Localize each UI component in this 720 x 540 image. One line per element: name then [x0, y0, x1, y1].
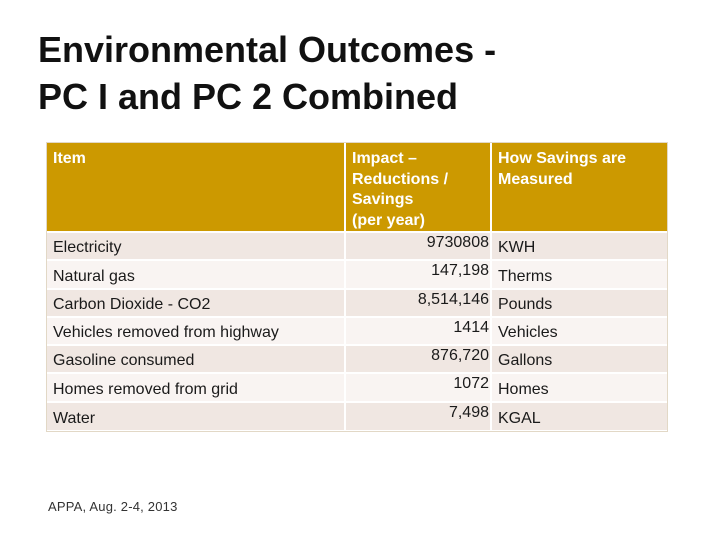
- row-unit: KWH: [491, 230, 667, 261]
- row-unit: KGAL: [491, 400, 667, 431]
- header-measured: How Savings are Measured: [491, 143, 667, 232]
- header-item-label: Item: [53, 150, 86, 167]
- row-item: Vehicles removed from highway: [47, 315, 346, 346]
- row-unit: Gallons: [491, 344, 667, 374]
- row-item: Water: [47, 400, 346, 431]
- row-item: Gasoline consumed: [47, 344, 346, 374]
- outcomes-table: Item Impact – Reductions / Savings (per …: [47, 143, 667, 431]
- table-header-row: Item Impact – Reductions / Savings (per …: [47, 143, 667, 232]
- header-item: Item: [47, 143, 346, 232]
- row-item: Electricity: [47, 230, 346, 261]
- row-impact: 876,720: [345, 344, 492, 374]
- title-line-1: Environmental Outcomes -: [38, 29, 497, 70]
- row-unit: Homes: [491, 372, 667, 402]
- header-impact: Impact – Reductions / Savings (per year): [345, 143, 492, 232]
- outcomes-table-container: Item Impact – Reductions / Savings (per …: [46, 142, 668, 432]
- row-impact: 7,498: [345, 400, 492, 431]
- slide-footer: APPA, Aug. 2-4, 2013: [48, 499, 178, 514]
- table-row: Homes removed from grid 1072 Homes: [47, 372, 667, 402]
- header-impact-line-2: Reductions /: [352, 170, 449, 188]
- header-impact-line-3: Savings: [352, 191, 414, 208]
- row-unit: Therms: [491, 259, 667, 289]
- row-impact: 1072: [345, 372, 492, 402]
- row-unit: Pounds: [491, 287, 667, 317]
- row-impact: 9730808: [345, 230, 492, 261]
- table-row: Electricity 9730808 KWH: [47, 230, 667, 261]
- row-item: Homes removed from grid: [47, 372, 346, 402]
- row-unit: Vehicles: [491, 315, 667, 346]
- header-measured-line-1: How Savings are: [498, 150, 627, 167]
- row-impact: 1414: [345, 315, 492, 346]
- row-impact: 147,198: [345, 259, 492, 289]
- table-row: Gasoline consumed 876,720 Gallons: [47, 344, 667, 374]
- table-row: Vehicles removed from highway 1414 Vehic…: [47, 315, 667, 346]
- table-row: Carbon Dioxide - CO2 8,514,146 Pounds: [47, 287, 667, 317]
- table-row: Natural gas 147,198 Therms: [47, 259, 667, 289]
- header-impact-line-4: (per year): [352, 211, 425, 229]
- row-impact: 8,514,146: [345, 287, 492, 317]
- row-item: Carbon Dioxide - CO2: [47, 287, 346, 317]
- header-impact-line-1: Impact –: [352, 150, 417, 167]
- table-row: Water 7,498 KGAL: [47, 400, 667, 431]
- row-item: Natural gas: [47, 259, 346, 289]
- title-line-2: PC I and PC 2 Combined: [38, 76, 459, 117]
- slide-title: Environmental Outcomes - PC I and PC 2 C…: [38, 26, 698, 120]
- header-measured-line-2: Measured: [498, 170, 573, 188]
